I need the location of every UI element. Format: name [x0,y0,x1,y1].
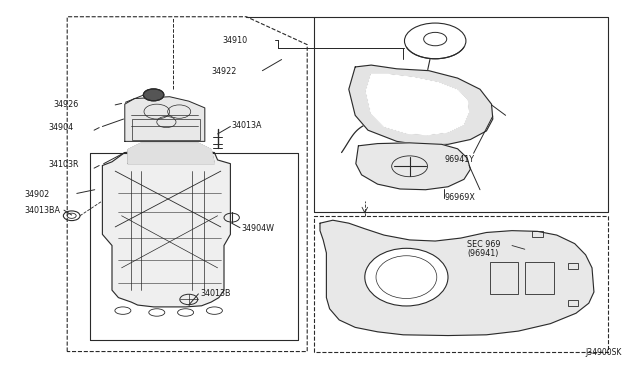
Text: 96941Y: 96941Y [445,155,475,164]
Bar [490,262,518,294]
Bar [568,300,578,306]
Text: 34910: 34910 [223,36,248,45]
Text: 34902: 34902 [24,190,49,199]
Bar [132,119,200,140]
Polygon shape [125,97,205,141]
Text: 34013BA: 34013BA [24,206,60,215]
Polygon shape [366,74,468,135]
Text: (96941): (96941) [467,249,499,258]
Polygon shape [349,65,493,145]
Text: SEC 969: SEC 969 [467,240,500,249]
Circle shape [143,89,164,101]
Text: 34103R: 34103R [48,160,79,169]
Text: 34904W: 34904W [242,224,275,233]
Text: 96969X: 96969X [445,193,476,202]
Polygon shape [128,143,214,164]
Bar [525,262,554,294]
Bar [532,231,543,237]
Text: 34922: 34922 [211,67,237,76]
Text: 34013B: 34013B [200,289,231,298]
Polygon shape [356,143,470,190]
Text: 34926: 34926 [53,100,78,109]
Ellipse shape [365,248,448,306]
Text: 34013A: 34013A [232,121,262,130]
Bar [568,263,578,269]
Text: J34900SK: J34900SK [586,348,622,357]
Polygon shape [102,150,230,307]
Text: 34904: 34904 [48,123,73,132]
Polygon shape [320,220,594,336]
